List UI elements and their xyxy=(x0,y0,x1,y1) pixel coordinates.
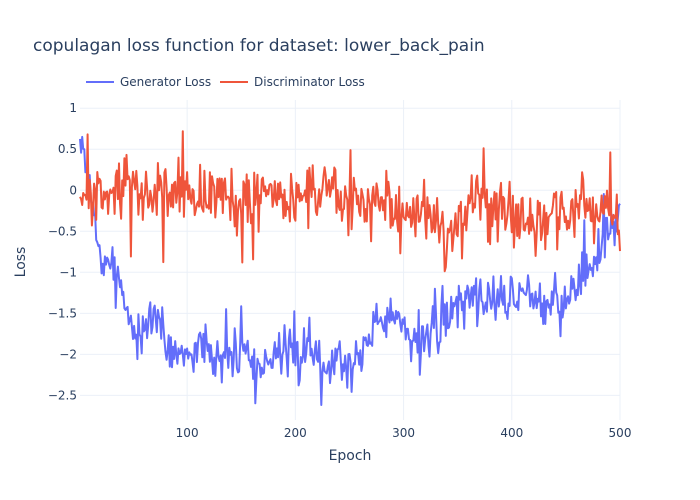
x-axis-label: Epoch xyxy=(329,448,372,464)
y-tick-label: −1 xyxy=(59,265,77,279)
legend-label-discriminator: Discriminator Loss xyxy=(254,75,365,89)
y-tick-label: −1.5 xyxy=(48,306,77,320)
y-tick-label: 0 xyxy=(69,183,77,197)
y-tick-label: 1 xyxy=(69,101,77,115)
discriminator-loss-line xyxy=(79,130,621,273)
x-axis-ticks: 100 200 300 400 500 xyxy=(176,426,632,440)
generator-loss-line xyxy=(79,135,621,406)
y-tick-label: −2 xyxy=(59,347,77,361)
legend-label-generator: Generator Loss xyxy=(120,75,211,89)
y-tick-label: −2.5 xyxy=(48,388,77,402)
legend-item-generator[interactable]: Generator Loss xyxy=(86,75,211,89)
plot-area xyxy=(79,130,621,406)
y-axis-ticks: 1 0.5 0 −0.5 −1 −1.5 −2 −2.5 xyxy=(48,101,77,402)
x-tick-label: 500 xyxy=(609,426,632,440)
x-tick-label: 100 xyxy=(176,426,199,440)
x-tick-label: 200 xyxy=(284,426,307,440)
legend: Generator Loss Discriminator Loss xyxy=(86,75,365,89)
y-axis-label: Loss xyxy=(13,247,29,278)
chart-title: copulagan loss function for dataset: low… xyxy=(33,36,485,56)
y-tick-label: −0.5 xyxy=(48,224,77,238)
x-tick-label: 400 xyxy=(500,426,523,440)
y-tick-label: 0.5 xyxy=(58,142,77,156)
x-tick-label: 300 xyxy=(392,426,415,440)
legend-item-discriminator[interactable]: Discriminator Loss xyxy=(220,75,365,89)
